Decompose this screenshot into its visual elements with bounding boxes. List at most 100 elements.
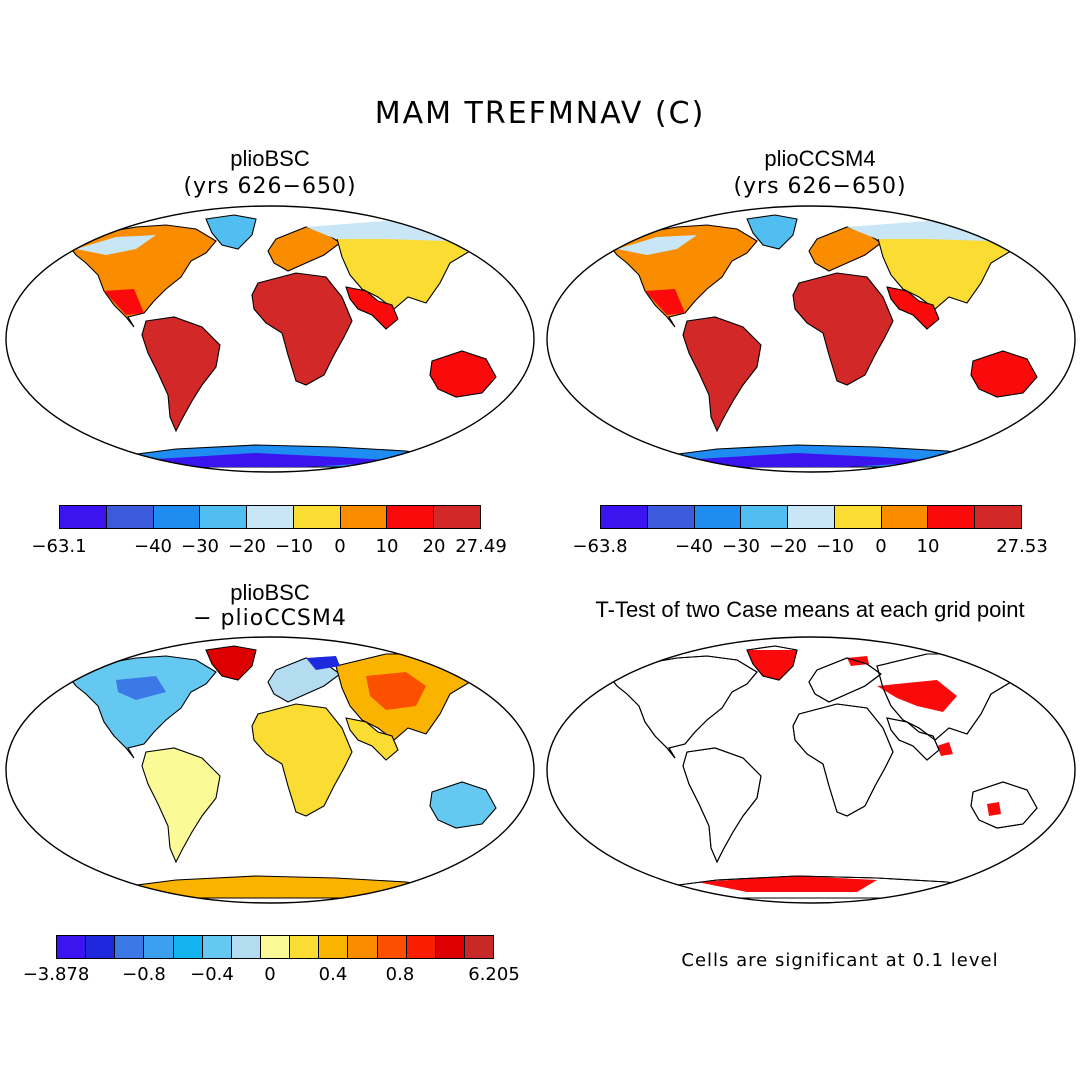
colorbar-swatch	[434, 506, 481, 528]
colorbar-swatch	[247, 506, 294, 528]
cold-core-antarctica	[697, 453, 947, 467]
continent-arabia-india	[345, 717, 399, 761]
continent-australia	[970, 350, 1038, 398]
significant-region	[937, 742, 953, 756]
cold-anomaly-scandinavia	[306, 656, 340, 670]
cold-band-canada	[76, 235, 156, 255]
continent-arabia-india	[345, 286, 399, 330]
colorbar-tick-label: −10	[816, 536, 854, 557]
panel-br-title: T-Test of two Case means at each grid po…	[595, 597, 1025, 622]
colorbar-swatch	[293, 506, 341, 528]
colorbar-swatch	[647, 506, 695, 528]
colorbar-tick-label: −30	[722, 536, 760, 557]
colorbar-swatch	[601, 506, 648, 528]
coastline-australia	[970, 781, 1038, 829]
colorbar-top-right	[600, 505, 1022, 529]
coastline-south-america	[682, 747, 762, 864]
map-top-left	[5, 205, 535, 473]
colorbar-tick-label: −3.878	[22, 964, 90, 985]
cold-band-canada	[617, 235, 697, 255]
colorbar-swatch	[834, 506, 882, 528]
continent-south-america	[682, 316, 762, 433]
colorbar-swatch	[115, 936, 145, 958]
colorbar-tick-label: 0.8	[385, 964, 415, 985]
map-clip-group	[6, 206, 534, 472]
significant-region	[697, 876, 877, 892]
map-clip-group	[547, 206, 1075, 472]
colorbar-swatch	[387, 506, 435, 528]
continent-australia	[429, 350, 497, 398]
map-clip-group	[6, 637, 534, 903]
colorbar-swatch	[694, 506, 742, 528]
map-bottom-right	[546, 636, 1076, 904]
colorbar-swatch	[975, 506, 1022, 528]
coastline-europe	[808, 657, 882, 703]
map-boundary	[546, 636, 1076, 904]
map-boundary	[5, 636, 535, 904]
colorbar-tick-label: −20	[228, 536, 266, 557]
colorbar-swatch	[319, 936, 349, 958]
colorbar-tick-label: −20	[769, 536, 807, 557]
colorbar-tick-label: 0	[334, 536, 346, 557]
significant-region	[877, 680, 957, 712]
colorbar-tick-label: −40	[134, 536, 172, 557]
colorbar-swatch	[60, 506, 107, 528]
colorbar-tick-label: 10	[916, 536, 940, 557]
colorbar-swatch	[348, 936, 378, 958]
colorbar-swatch	[86, 936, 116, 958]
colorbar-swatch	[144, 936, 174, 958]
colorbar-tick-label: 10	[375, 536, 399, 557]
colorbar-swatch	[435, 936, 465, 958]
panel-bl-title: plioBSC	[230, 580, 310, 605]
warm-zone-americas	[104, 289, 144, 315]
colorbar-tick-label: −10	[275, 536, 313, 557]
colorbar-swatch	[153, 506, 201, 528]
colorbar-swatch	[290, 936, 320, 958]
continent-greenland	[205, 645, 257, 681]
colorbar-tick-label: 0	[264, 964, 276, 985]
coastline-arabia-india	[886, 717, 940, 761]
colorbar-bottom-left	[56, 935, 494, 959]
colorbar-swatch	[57, 936, 87, 958]
cold-core-antarctica	[156, 453, 406, 467]
continent-greenland	[746, 214, 798, 250]
coastline-antarctica	[654, 875, 1018, 899]
continent-south-america	[141, 747, 221, 864]
colorbar-tick-label: 6.205	[468, 964, 520, 985]
colorbar-swatch	[106, 506, 154, 528]
colorbar-swatch	[464, 936, 494, 958]
colorbar-swatch	[260, 936, 291, 958]
continent-africa	[792, 272, 894, 386]
coastline-north-america	[608, 655, 758, 759]
map-boundary	[5, 205, 535, 473]
colorbar-tick-label: 20	[422, 536, 446, 557]
colorbar-tick-label: −30	[181, 536, 219, 557]
continent-africa	[251, 703, 353, 817]
colorbar-swatch	[881, 506, 929, 528]
continent-south-america	[141, 316, 221, 433]
colorbar-swatch	[173, 936, 203, 958]
continent-arabia-india	[886, 286, 940, 330]
significant-region	[987, 802, 1001, 816]
panel-tr-title: plioCCSM4	[764, 146, 876, 171]
map-bottom-left	[5, 636, 535, 904]
colorbar-tick-label: 27.49	[455, 536, 507, 557]
colorbar-tick-label: −40	[675, 536, 713, 557]
figure-title: MAM TREFMNAV (C)	[374, 96, 706, 131]
colorbar-tick-label: 0	[875, 536, 887, 557]
colorbar-tick-label: −63.1	[31, 536, 87, 557]
colorbar-tick-label: −0.4	[190, 964, 234, 985]
colorbar-swatch	[200, 506, 248, 528]
colorbar-swatch	[202, 936, 232, 958]
continent-north-america	[67, 655, 217, 759]
panel-tl-title: plioBSC	[230, 146, 310, 171]
colorbar-swatch	[231, 936, 261, 958]
colorbar-swatch	[377, 936, 407, 958]
warm-zone-americas	[645, 289, 685, 315]
significance-note: Cells are significant at 0.1 level	[681, 950, 999, 971]
significant-region	[747, 650, 797, 680]
colorbar-swatch	[928, 506, 976, 528]
continent-australia	[429, 781, 497, 829]
coastline-africa	[792, 703, 894, 817]
colorbar-tick-label: −0.8	[122, 964, 166, 985]
